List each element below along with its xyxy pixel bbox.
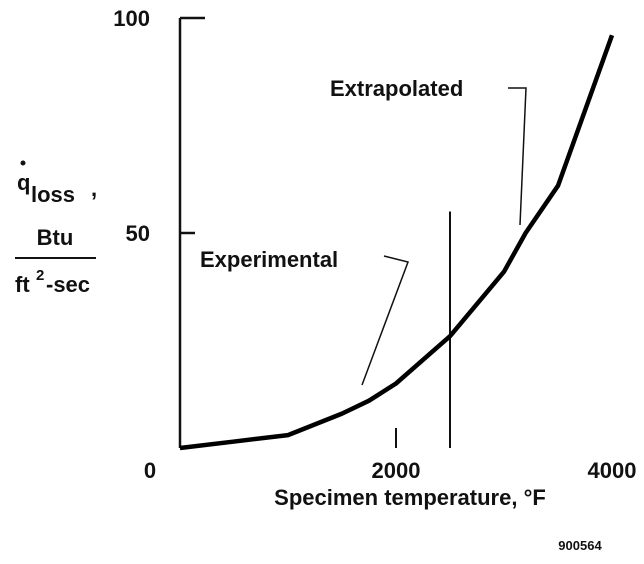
leader-line: [361, 255, 409, 386]
x-tick-label: 2000: [372, 458, 421, 483]
data-line: [179, 34, 615, 451]
y-label-numerator: Btu: [37, 225, 74, 250]
x-axis-label: Specimen temperature, °F: [274, 485, 546, 510]
leader-line: [508, 87, 527, 226]
dot-accent: [20, 160, 26, 166]
annotation: Extrapolated: [330, 76, 463, 101]
y-label-symbol: q: [17, 170, 30, 195]
y-tick-label: 50: [126, 221, 150, 246]
y-tick-label: 100: [113, 6, 150, 31]
y-label-separator: ,: [91, 176, 97, 201]
y-label-subscript: loss: [31, 182, 75, 207]
x-tick-label: 4000: [588, 458, 637, 483]
y-label-denominator: ft: [15, 272, 30, 297]
x-tick-label: 0: [144, 458, 156, 483]
y-label-denominator-rest: -sec: [46, 272, 90, 297]
y-label-exponent: 2: [36, 267, 44, 284]
annotation: Experimental: [200, 247, 338, 272]
figure-number: 900564: [558, 538, 602, 553]
